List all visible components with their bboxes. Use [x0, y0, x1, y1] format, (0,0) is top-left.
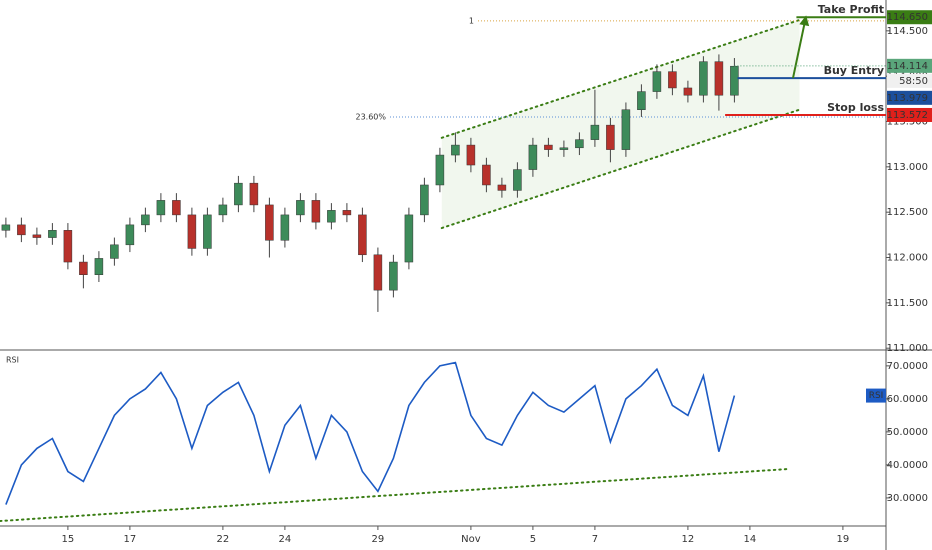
y-tick-label: 114.500	[887, 26, 928, 37]
y-tick-label: 40.0000	[887, 460, 928, 471]
y-tick-label: 70.0000	[887, 361, 928, 372]
y-tick-label: 60.0000	[887, 394, 928, 405]
candle-body	[249, 182, 259, 206]
candle-body	[404, 214, 414, 263]
candle-body	[590, 124, 600, 140]
candle-body	[187, 214, 197, 249]
candle-body	[125, 224, 135, 246]
x-tick-label: 29	[372, 534, 385, 545]
rsi-trendline	[0, 467, 791, 523]
candle-body	[544, 144, 553, 150]
channel-line	[440, 18, 801, 139]
arrow	[792, 21, 806, 79]
channel-line	[440, 108, 801, 230]
last-price-tag	[887, 58, 932, 73]
y-tick-label: 50.0000	[887, 427, 928, 438]
candle-body	[218, 204, 228, 216]
y-tick-label: 111.500	[887, 298, 928, 309]
candle-body	[48, 230, 57, 238]
candle-body	[265, 204, 274, 241]
candle-body	[32, 234, 42, 238]
candle-body	[621, 109, 631, 150]
countdown-tag	[887, 73, 932, 88]
candle-body	[172, 200, 181, 216]
level-label: Buy Entry	[824, 64, 884, 77]
candle-body	[575, 139, 584, 149]
x-tick-label: 19	[837, 534, 850, 545]
candle-body	[513, 169, 522, 191]
candle-body	[110, 244, 119, 259]
candle-body	[497, 184, 507, 191]
candle-body	[466, 144, 476, 166]
candle-body	[699, 61, 708, 96]
candle-body	[141, 214, 150, 226]
candle-body	[373, 254, 383, 291]
candle-body	[637, 91, 646, 110]
candle-body	[668, 71, 677, 89]
fib-label: 1	[469, 16, 474, 25]
rsi-tag-text: RSI	[869, 391, 884, 401]
y-tick-label: 111.000	[887, 343, 928, 354]
fib-label: 23.60%	[355, 112, 386, 121]
candle-body	[730, 65, 739, 96]
channel-fill	[441, 19, 800, 229]
countdown: 58:50	[899, 76, 928, 87]
candle-body	[17, 224, 26, 236]
last-price-tag-text: 114.114	[887, 61, 928, 72]
candle-body	[94, 258, 104, 275]
x-tick-label: 5	[530, 534, 536, 545]
y-tick-label: 113.000	[887, 162, 928, 173]
candle-body	[79, 261, 88, 275]
level-label: Stop loss	[827, 101, 884, 114]
candle-body	[203, 214, 212, 249]
x-tick-label: 22	[217, 534, 230, 545]
candle-body	[311, 200, 321, 223]
candle-body	[652, 71, 662, 92]
level-label: Take Profit	[818, 3, 884, 16]
level-price-tag-text: 113.979	[887, 93, 928, 104]
candle-body	[482, 164, 491, 186]
candle-body	[389, 261, 398, 291]
candle-body	[342, 210, 352, 216]
candle-body	[156, 200, 166, 216]
x-tick-label: 7	[592, 534, 598, 545]
arrow-head	[799, 15, 810, 27]
candle-body	[714, 61, 724, 96]
y-tick-label: 30.0000	[887, 493, 928, 504]
candle-body	[296, 200, 305, 216]
candle-body	[559, 147, 569, 150]
x-tick-label: 17	[124, 534, 137, 545]
level-price-tag	[887, 90, 932, 105]
candle-body	[451, 144, 460, 156]
candle-body	[683, 87, 693, 96]
x-tick-label: 15	[62, 534, 75, 545]
level-price-tag-text: 113.572	[887, 110, 928, 121]
candle-body	[327, 210, 336, 223]
candle-body	[606, 124, 615, 150]
candle-body	[280, 214, 290, 241]
rsi-pane-label: RSI	[6, 356, 19, 365]
x-tick-label: 12	[682, 534, 695, 545]
candle-body	[358, 214, 367, 256]
candle-body	[1, 224, 11, 231]
level-price-tag	[887, 107, 932, 122]
rsi-tag	[866, 388, 886, 403]
level-price-tag	[887, 10, 932, 25]
candle-body	[63, 230, 73, 263]
candle-body	[528, 144, 538, 170]
candle-body	[420, 184, 429, 216]
y-tick-label: 113.500	[887, 117, 928, 128]
x-tick-label: 14	[744, 534, 757, 545]
y-tick-label: 112.000	[887, 253, 928, 264]
y-tick-label: 112.500	[887, 207, 928, 218]
candle-body	[435, 154, 445, 186]
x-tick-label: 24	[279, 534, 292, 545]
x-tick-label: Nov	[461, 534, 481, 545]
level-price-tag-text: 114.650	[887, 12, 928, 23]
rsi-line	[5, 361, 736, 505]
candle-body	[234, 182, 243, 206]
